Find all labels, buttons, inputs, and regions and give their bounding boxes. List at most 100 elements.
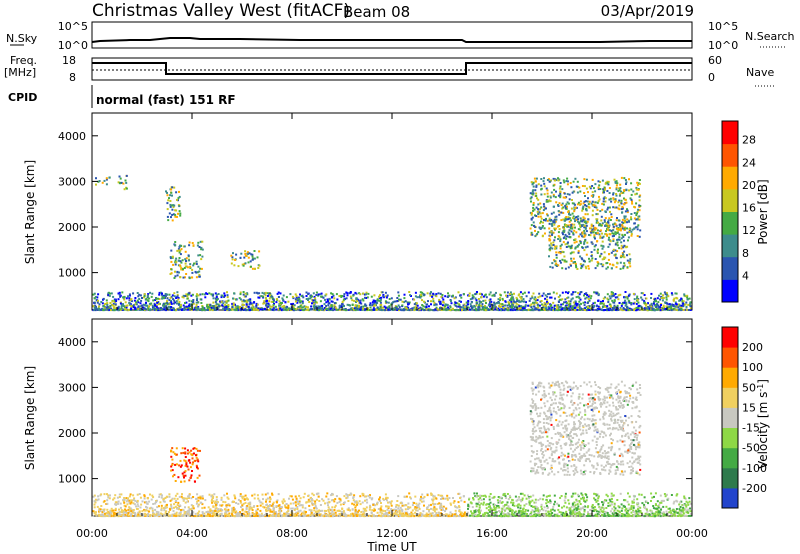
scatter-cell [149, 308, 152, 311]
scatter-cell [590, 505, 593, 508]
scatter-cell [573, 223, 576, 226]
scatter-cell [294, 507, 297, 510]
scatter-cell [475, 302, 478, 305]
scatter-cell [572, 251, 575, 254]
scatter-cell [164, 302, 167, 305]
scatter-cell [604, 305, 607, 308]
scatter-cell [680, 297, 683, 300]
scatter-cell [660, 297, 663, 299]
scatter-cell [573, 239, 576, 241]
scatter-cell [570, 257, 573, 260]
scatter-cell [175, 257, 178, 260]
scatter-cell [518, 305, 521, 308]
scatter-cell [623, 215, 626, 218]
scatter-cell [589, 227, 591, 230]
scatter-cell [619, 267, 622, 270]
scatter-cell [298, 500, 301, 503]
scatter-cell [616, 244, 619, 247]
scatter-cell [537, 306, 540, 309]
scatter-cell [365, 304, 368, 307]
scatter-cell [410, 511, 413, 514]
scatter-cell [567, 211, 570, 213]
scatter-cell [166, 215, 169, 218]
scatter-cell [251, 304, 254, 307]
scatter-cell [627, 236, 630, 239]
scatter-cell [311, 502, 313, 505]
scatter-cell [624, 233, 626, 236]
scatter-cell [416, 296, 419, 299]
scatter-cell [618, 247, 621, 250]
scatter-cell [574, 261, 576, 263]
scatter-cell [628, 228, 631, 231]
scatter-cell [570, 186, 573, 189]
scatter-cell [533, 177, 536, 180]
scatter-cell [502, 505, 505, 508]
scatter-cell [198, 270, 201, 273]
scatter-cell [141, 297, 143, 299]
scatter-cell [574, 220, 576, 223]
scatter-cell [608, 229, 611, 232]
scatter-cell [292, 306, 295, 309]
scatter-cell [332, 309, 334, 312]
scatter-cell [499, 296, 502, 299]
scatter-cell [132, 304, 135, 307]
scatter-cell [621, 205, 624, 208]
scatter-cell [512, 308, 515, 311]
scatter-cell [206, 303, 209, 306]
scatter-cell [601, 247, 604, 250]
scatter-cell [567, 266, 570, 269]
scatter-cell [379, 294, 381, 297]
scatter-cell [313, 295, 316, 298]
scatter-cell [555, 292, 558, 295]
scatter-cell [543, 206, 546, 209]
scatter-cell [551, 224, 554, 227]
scatter-cell [538, 292, 541, 295]
scatter-cell [620, 237, 623, 240]
scatter-cell [551, 309, 554, 312]
scatter-cell [281, 305, 284, 308]
scatter-cell [605, 223, 608, 226]
scatter-cell [534, 301, 537, 304]
scatter-cell [519, 296, 522, 299]
scatter-cell [514, 305, 517, 308]
scatter-cell [559, 247, 562, 250]
scatter-cell [407, 502, 410, 505]
scatter-cell [255, 307, 258, 310]
scatter-cell [132, 306, 135, 309]
scatter-cell [206, 305, 208, 308]
scatter-cell [334, 306, 337, 309]
scatter-cell [476, 291, 478, 293]
scatter-cell [123, 298, 126, 301]
scatter-cell [446, 304, 449, 307]
scatter-cell [599, 236, 602, 239]
scatter-cell [400, 512, 403, 515]
scatter-cell [176, 295, 179, 298]
scatter-cell [225, 505, 228, 508]
scatter-cell [213, 307, 216, 310]
scatter-cell [667, 303, 670, 306]
scatter-cell [620, 202, 623, 205]
scatter-cell [487, 509, 490, 512]
scatter-cell [482, 305, 485, 308]
scatter-cell [485, 296, 488, 299]
scatter-cell [184, 276, 186, 279]
scatter-cell [650, 297, 652, 299]
scatter-cell [612, 250, 615, 252]
scatter-cell [279, 292, 282, 295]
scatter-cell [612, 514, 615, 517]
scatter-cell [536, 210, 539, 213]
scatter-cell [501, 297, 504, 300]
scatter-cell [509, 294, 512, 297]
scatter-cell [385, 505, 388, 508]
scatter-cell [580, 264, 583, 267]
scatter-cell [576, 303, 579, 306]
scatter-cell [397, 507, 400, 510]
scatter-cell [553, 309, 556, 312]
scatter-cell [572, 180, 575, 183]
scatter-cell [484, 299, 487, 302]
scatter-cell [226, 294, 229, 297]
scatter-cell [357, 308, 359, 311]
scatter-cell [474, 307, 477, 310]
scatter-cell [349, 295, 352, 298]
scatter-cell [286, 306, 289, 308]
